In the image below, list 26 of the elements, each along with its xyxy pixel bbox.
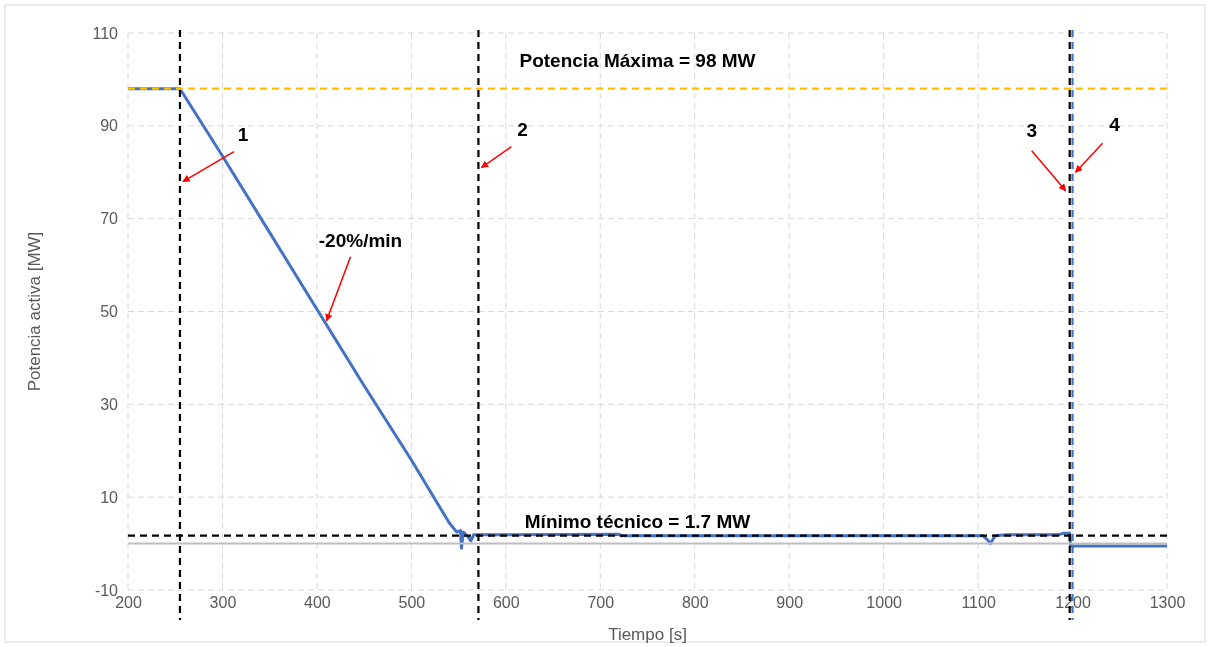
ref-line-label: Mínimo técnico = 1.7 MW <box>524 510 751 532</box>
y-tick-label: 30 <box>100 395 119 413</box>
y-tick-label: 110 <box>92 24 119 42</box>
x-tick-label: 1300 <box>1149 593 1186 611</box>
x-tick-label: 300 <box>209 593 237 611</box>
x-tick-label: 1000 <box>866 593 903 611</box>
y-axis-title: Potencia activa [MW] <box>25 231 44 392</box>
y-tick-label: 10 <box>100 488 119 506</box>
x-tick-label: 500 <box>398 593 426 611</box>
x-tick-label: 1100 <box>961 593 996 611</box>
x-tick-label: 800 <box>681 593 709 611</box>
annotation: 1 <box>237 123 249 145</box>
x-tick-label: 700 <box>587 593 615 611</box>
ref-line-label: Potencia Máxima = 98 MW <box>519 49 756 71</box>
annotation: 4 <box>1109 114 1121 136</box>
x-tick-label: 600 <box>492 593 520 611</box>
y-tick-label: 90 <box>100 117 119 135</box>
x-axis-title: Tiempo [s] <box>608 625 687 644</box>
x-tick-label: 900 <box>776 593 804 611</box>
annotation: 3 <box>1026 119 1037 141</box>
x-tick-label: 400 <box>304 593 331 611</box>
annotation: 2 <box>517 118 528 140</box>
y-tick-label: 50 <box>100 303 119 321</box>
annotation: -20%/min <box>318 229 403 251</box>
y-tick-label: 70 <box>100 210 119 228</box>
x-tick-label: 1200 <box>1055 593 1091 611</box>
